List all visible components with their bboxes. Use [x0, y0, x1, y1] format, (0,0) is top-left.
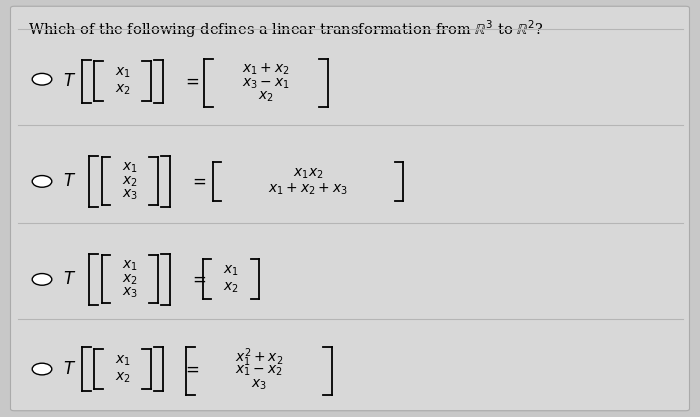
- Text: $x_2$: $x_2$: [115, 370, 130, 384]
- Text: $=$: $=$: [183, 361, 200, 377]
- Circle shape: [32, 176, 52, 187]
- Text: $x_1 + x_2$: $x_1 + x_2$: [242, 62, 290, 77]
- Circle shape: [32, 363, 52, 375]
- Text: $x_1$: $x_1$: [122, 161, 137, 175]
- Text: $x_1 x_2$: $x_1 x_2$: [293, 166, 323, 181]
- Text: $x_1$: $x_1$: [115, 66, 130, 80]
- Text: $x_3$: $x_3$: [122, 286, 137, 300]
- Text: Which of the following defines a linear transformation from $\mathbb{R}^3$ to $\: Which of the following defines a linear …: [28, 19, 544, 40]
- Text: $x_2$: $x_2$: [122, 174, 137, 188]
- Text: $x_1 - x_2$: $x_1 - x_2$: [235, 364, 283, 378]
- Text: $x_1^2 + x_2$: $x_1^2 + x_2$: [235, 346, 283, 369]
- Text: $x_1$: $x_1$: [122, 259, 137, 273]
- Text: $=$: $=$: [190, 271, 206, 288]
- Text: $x_2$: $x_2$: [115, 83, 130, 97]
- Text: $=$: $=$: [190, 173, 206, 190]
- Circle shape: [32, 274, 52, 285]
- Text: $x_1$: $x_1$: [115, 354, 130, 368]
- Text: $=$: $=$: [183, 73, 200, 90]
- Text: $x_1$: $x_1$: [223, 264, 239, 278]
- Circle shape: [32, 73, 52, 85]
- Text: $x_3$: $x_3$: [251, 378, 267, 392]
- Text: $x_1 + x_2 + x_3$: $x_1 + x_2 + x_3$: [268, 182, 348, 197]
- Text: $T$: $T$: [63, 73, 76, 90]
- FancyBboxPatch shape: [10, 6, 690, 411]
- Text: $T$: $T$: [63, 271, 76, 288]
- Text: $x_2$: $x_2$: [223, 281, 239, 295]
- Text: $T$: $T$: [63, 361, 76, 377]
- Text: $T$: $T$: [63, 173, 76, 190]
- Text: $x_2$: $x_2$: [122, 272, 137, 286]
- Text: $x_2$: $x_2$: [258, 90, 274, 104]
- Text: $x_3$: $x_3$: [122, 188, 137, 202]
- Text: $x_3 - x_1$: $x_3 - x_1$: [242, 76, 290, 90]
